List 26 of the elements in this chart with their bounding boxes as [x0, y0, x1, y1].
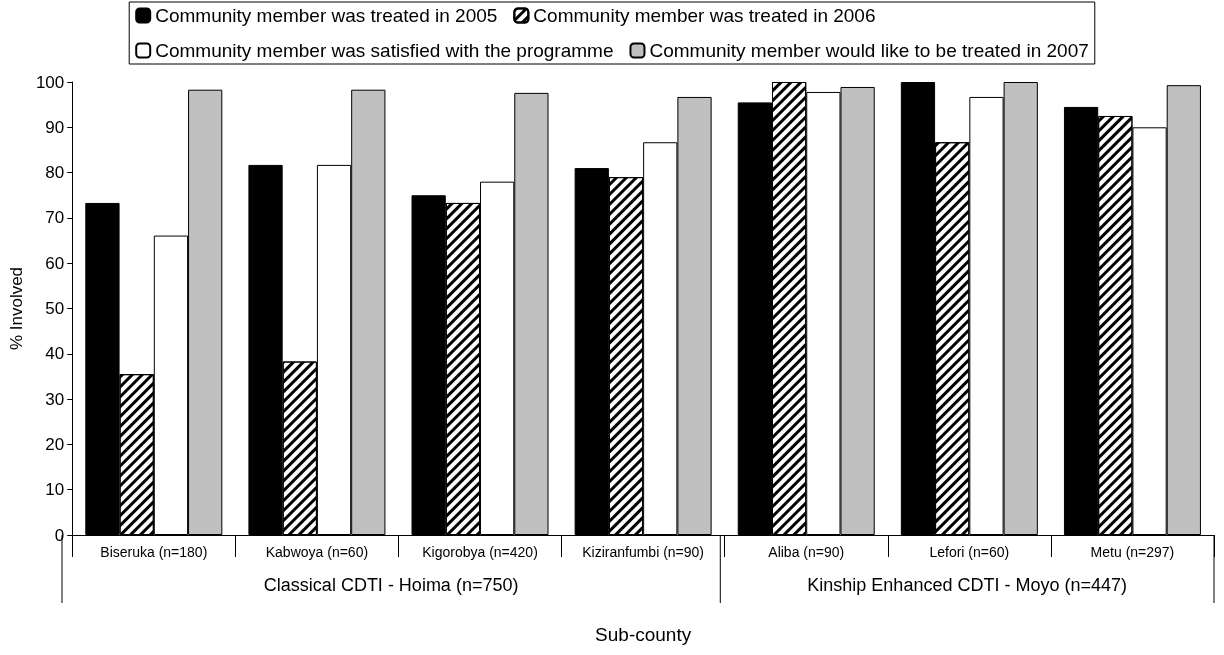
- y-tick-label: 30: [45, 389, 65, 409]
- x-tick-label: Biseruka (n=180): [100, 544, 208, 560]
- legend-label: Community member was treated in 2005: [155, 5, 498, 26]
- y-tick-label: 10: [45, 480, 65, 500]
- legend-label: Community member was satisfied with the programme: [155, 40, 614, 61]
- y-tick-label: 20: [45, 434, 65, 454]
- legend-label: Community member was treated in 2006: [533, 5, 876, 26]
- x-tick-label: Kigorobya (n=420): [422, 544, 538, 560]
- y-tick-label: 70: [45, 208, 65, 228]
- y-tick-label: 0: [54, 525, 65, 545]
- y-tick-label: 50: [45, 299, 65, 318]
- x-tick-label: Lefori (n=60): [929, 544, 1010, 560]
- legend-label: Community member would like to be treated in 2007: [649, 40, 1089, 61]
- text: Kinship Enhanced CDTI - Moyo (n=447): [807, 575, 1127, 595]
- x-tick-label: Kabwoya (n=60): [265, 544, 369, 560]
- y-axis-title: % Involved: [7, 266, 26, 351]
- y-tick-label: 40: [45, 344, 65, 364]
- x-tick-label: Kiziranfumbi (n=90): [582, 544, 705, 560]
- y-tick-label: 60: [45, 253, 65, 273]
- y-tick-label: 100: [35, 72, 65, 92]
- text: Classical CDTI - Hoima (n=750): [263, 575, 519, 595]
- x-axis-title: Sub-county: [595, 624, 692, 645]
- x-tick-label: Aliba (n=90): [768, 544, 845, 560]
- x-tick-label: Metu (n=297): [1090, 544, 1175, 560]
- y-tick-label: 90: [45, 117, 65, 137]
- y-tick-label: 80: [45, 163, 65, 183]
